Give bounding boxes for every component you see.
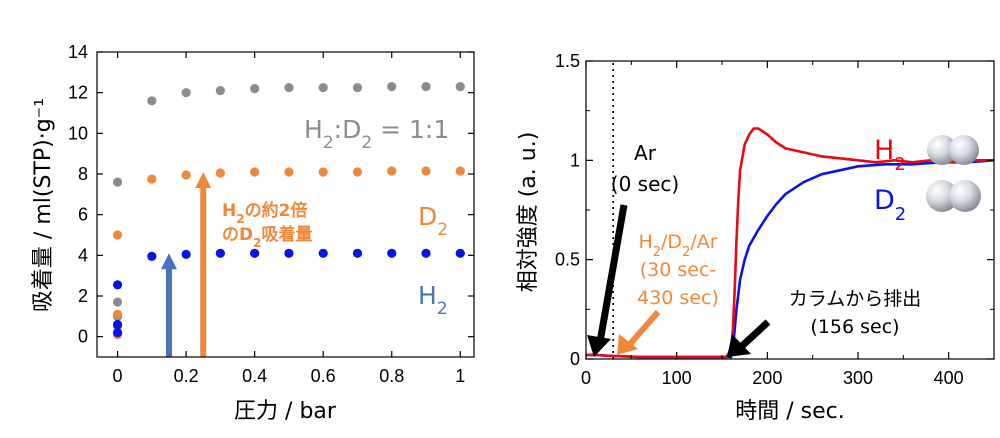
left-y-tick-label: 10 bbox=[68, 123, 88, 143]
left-x-tick-label: 1 bbox=[455, 366, 465, 386]
data-point bbox=[250, 167, 260, 177]
h2-molecule-icon bbox=[927, 135, 979, 165]
right-x-axis-title: 時間 / sec. bbox=[735, 399, 845, 424]
left-y-tick-label: 12 bbox=[68, 83, 88, 103]
data-point bbox=[181, 170, 191, 180]
left-y-tick-label: 2 bbox=[78, 286, 88, 306]
ar-label-line-2: (0 sec) bbox=[611, 172, 679, 196]
left-y-tick-label: 6 bbox=[78, 205, 88, 225]
data-point bbox=[421, 81, 431, 92]
mix-label-line-2: (30 sec- bbox=[640, 259, 717, 281]
data-point bbox=[112, 297, 123, 307]
data-point bbox=[112, 177, 123, 187]
data-point bbox=[387, 81, 397, 92]
data-point bbox=[284, 167, 294, 177]
mix-label-line-1: H2/D2/Ar bbox=[638, 231, 717, 260]
right-y-tick-label: 0 bbox=[570, 349, 580, 369]
left-y-axis-title: 吸着量 / ml(STP)·g⁻¹ bbox=[31, 98, 56, 312]
series-label-h2-right: H2 bbox=[874, 135, 906, 175]
data-point bbox=[215, 248, 225, 258]
left-x-tick-label: 0.4 bbox=[242, 366, 267, 386]
data-point bbox=[250, 248, 260, 258]
data-point bbox=[147, 174, 157, 184]
right-x-tick-label: 100 bbox=[662, 368, 692, 388]
data-point bbox=[284, 248, 294, 258]
data-point bbox=[387, 166, 397, 176]
right-plot-frame bbox=[585, 60, 995, 360]
data-point bbox=[250, 84, 260, 94]
h2-uptake-arrow bbox=[160, 253, 177, 357]
right-y-tick-label: 0.5 bbox=[555, 250, 580, 270]
data-point bbox=[455, 166, 465, 176]
data-point bbox=[112, 328, 123, 338]
right-x-tick-label: 0 bbox=[581, 368, 591, 388]
note-line-1: H2の約2倍 bbox=[222, 200, 307, 226]
data-point bbox=[112, 309, 123, 319]
series-blue bbox=[112, 248, 465, 338]
right-x-tick-label: 400 bbox=[934, 368, 964, 388]
column-label-line-1: カラムから排出 bbox=[789, 288, 921, 310]
column-arrow bbox=[727, 319, 771, 357]
left-y-tick-label: 8 bbox=[78, 164, 88, 184]
series-orange bbox=[112, 166, 465, 340]
data-point bbox=[318, 167, 328, 177]
right-y-axis-title: 相対強度 (a. u.) bbox=[516, 132, 541, 293]
data-point bbox=[215, 168, 225, 178]
data-point bbox=[147, 96, 157, 106]
data-point bbox=[352, 167, 363, 177]
data-point bbox=[387, 248, 397, 258]
data-point bbox=[352, 248, 363, 258]
series-label-h2: H2 bbox=[418, 281, 448, 319]
data-point bbox=[181, 249, 191, 259]
data-point bbox=[352, 82, 363, 93]
right-x-tick-label: 300 bbox=[843, 368, 873, 388]
left-x-axis-title: 圧力 / bar bbox=[234, 399, 337, 424]
data-point bbox=[318, 82, 328, 93]
data-point bbox=[181, 88, 191, 98]
left-plot-frame bbox=[96, 51, 475, 358]
data-point bbox=[284, 82, 294, 93]
data-point bbox=[318, 248, 328, 258]
series-line-red bbox=[586, 127, 994, 359]
ar-label-line-1: Ar bbox=[634, 141, 657, 165]
d2-molecule-icon bbox=[926, 180, 981, 212]
d2-uptake-arrow bbox=[195, 171, 212, 357]
left-y-tick-label: 14 bbox=[68, 42, 88, 62]
right-y-tick-label: 1 bbox=[570, 150, 580, 170]
data-point bbox=[215, 86, 225, 96]
ar-arrow bbox=[587, 204, 628, 357]
data-point bbox=[147, 251, 157, 261]
data-point bbox=[112, 230, 123, 240]
series-gray bbox=[112, 81, 465, 339]
data-point bbox=[112, 319, 123, 330]
data-point bbox=[455, 81, 465, 92]
data-point bbox=[112, 280, 123, 290]
data-point bbox=[421, 166, 431, 176]
right-y-tick-label: 1.5 bbox=[555, 51, 580, 71]
left-x-tick-label: 0 bbox=[113, 366, 123, 386]
note-line-2: のD2吸着量 bbox=[222, 224, 312, 250]
series-label-d2-right: D2 bbox=[874, 185, 906, 225]
series-label-mix: H2:D2 = 1:1 bbox=[304, 115, 449, 153]
mix-arrow bbox=[617, 310, 661, 355]
mix-label-line-3: 430 sec) bbox=[637, 287, 719, 309]
left-y-tick-label: 4 bbox=[78, 245, 88, 265]
left-y-tick-label: 0 bbox=[78, 327, 88, 347]
column-label-line-2: (156 sec) bbox=[810, 316, 899, 338]
left-x-tick-label: 0.8 bbox=[379, 366, 404, 386]
series-label-d2: D2 bbox=[418, 202, 448, 240]
data-point bbox=[455, 248, 465, 258]
adsorption-chart: 0 2 4 6 8 10 12 14 0 0.2 0.4 0.6 0.8 1 吸着量 / ml(STP)·… bbox=[31, 42, 475, 424]
left-x-tick-label: 0.2 bbox=[174, 366, 199, 386]
breakthrough-chart: 0 0.5 1 1.5 0 100 200 300 400 相対強度 (a. u.) 時間 / … bbox=[516, 51, 995, 424]
left-x-tick-label: 0.6 bbox=[311, 366, 336, 386]
right-x-tick-label: 200 bbox=[752, 368, 782, 388]
data-point bbox=[421, 248, 431, 258]
